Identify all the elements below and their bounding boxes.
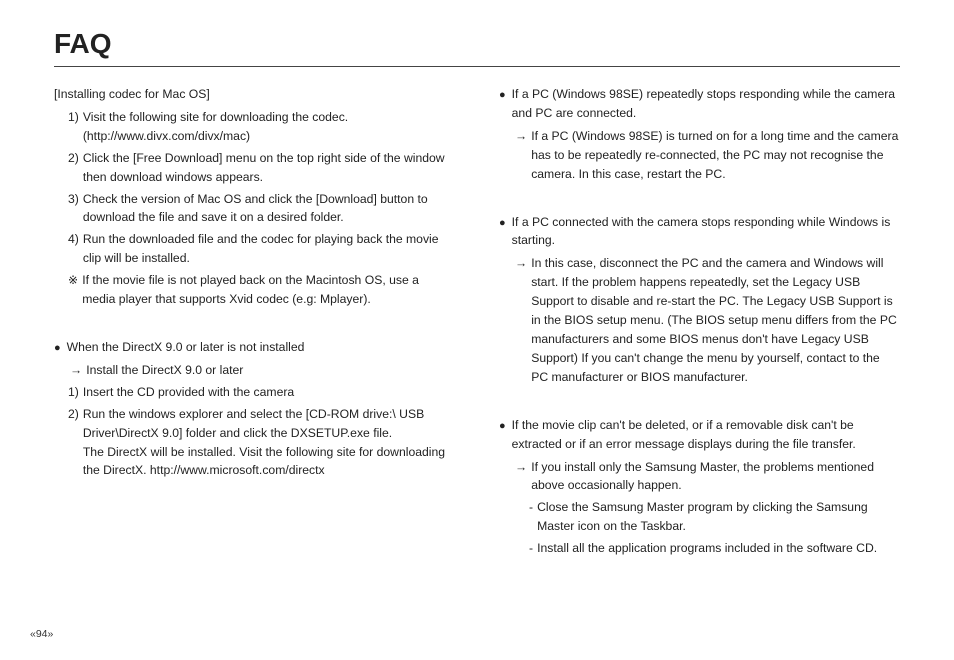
mac-heading: [Installing codec for Mac OS] [54, 85, 455, 104]
dash-icon: - [529, 539, 533, 558]
bullet-icon: ● [54, 340, 61, 359]
title-rule [54, 66, 900, 67]
movieclip-dash-2: - Install all the application programs i… [499, 539, 900, 558]
movieclip-arrow: → If you install only the Samsung Master… [499, 458, 900, 496]
directx-step-2: 2) Run the windows explorer and select t… [54, 405, 455, 481]
bullet-icon: ● [499, 87, 506, 125]
movieclip-bullet: ● If the movie clip can't be deleted, or… [499, 416, 900, 454]
list-text: Check the version of Mac OS and click th… [83, 190, 455, 228]
bullet-text: When the DirectX 9.0 or later is not ins… [67, 338, 455, 357]
directx-arrow: → Install the DirectX 9.0 or later [54, 361, 455, 380]
bullet-icon: ● [499, 215, 506, 253]
mac-step-1: 1) Visit the following site for download… [54, 108, 455, 146]
list-marker: 4) [68, 230, 79, 268]
list-text: Run the windows explorer and select the … [83, 405, 455, 481]
dash-text: Install all the application programs inc… [537, 539, 900, 558]
note-icon: ※ [68, 271, 78, 309]
two-column-layout: [Installing codec for Mac OS] 1) Visit t… [54, 85, 900, 561]
mac-note: ※ If the movie file is not played back o… [54, 271, 455, 309]
arrow-icon: → [70, 361, 82, 380]
arrow-text: If a PC (Windows 98SE) is turned on for … [531, 127, 900, 184]
bullet-icon: ● [499, 418, 506, 456]
list-marker: 2) [68, 405, 79, 481]
list-marker: 3) [68, 190, 79, 228]
win98-arrow: → If a PC (Windows 98SE) is turned on fo… [499, 127, 900, 184]
bullet-text: If a PC (Windows 98SE) repeatedly stops … [512, 85, 900, 123]
directx-step-1: 1) Insert the CD provided with the camer… [54, 383, 455, 402]
mac-step-3: 3) Check the version of Mac OS and click… [54, 190, 455, 228]
movieclip-dash-1: - Close the Samsung Master program by cl… [499, 498, 900, 536]
winstart-bullet: ● If a PC connected with the camera stop… [499, 213, 900, 251]
bullet-text: If the movie clip can't be deleted, or i… [512, 416, 900, 454]
list-text: Run the downloaded file and the codec fo… [83, 230, 455, 268]
mac-step-4: 4) Run the downloaded file and the codec… [54, 230, 455, 268]
directx-bullet: ● When the DirectX 9.0 or later is not i… [54, 338, 455, 357]
winstart-arrow: → In this case, disconnect the PC and th… [499, 254, 900, 386]
list-marker: 1) [68, 383, 79, 402]
arrow-text: In this case, disconnect the PC and the … [531, 254, 900, 386]
bullet-text: If a PC connected with the camera stops … [512, 213, 900, 251]
arrow-text: If you install only the Samsung Master, … [531, 458, 900, 496]
mac-step-2: 2) Click the [Free Download] menu on the… [54, 149, 455, 187]
arrow-icon: → [515, 458, 527, 496]
list-marker: 2) [68, 149, 79, 187]
dash-icon: - [529, 498, 533, 536]
list-text: Insert the CD provided with the camera [83, 383, 455, 402]
list-text: Visit the following site for downloading… [83, 108, 455, 146]
note-text: If the movie file is not played back on … [82, 271, 455, 309]
right-column: ● If a PC (Windows 98SE) repeatedly stop… [499, 85, 900, 561]
dash-text: Close the Samsung Master program by clic… [537, 498, 900, 536]
document-page: FAQ [Installing codec for Mac OS] 1) Vis… [0, 0, 954, 660]
page-title: FAQ [54, 28, 900, 60]
arrow-icon: → [515, 127, 527, 184]
arrow-icon: → [515, 254, 527, 386]
left-column: [Installing codec for Mac OS] 1) Visit t… [54, 85, 455, 561]
list-marker: 1) [68, 108, 79, 146]
list-text: Click the [Free Download] menu on the to… [83, 149, 455, 187]
arrow-text: Install the DirectX 9.0 or later [86, 361, 455, 380]
win98-bullet: ● If a PC (Windows 98SE) repeatedly stop… [499, 85, 900, 123]
page-number: «94» [30, 628, 53, 640]
